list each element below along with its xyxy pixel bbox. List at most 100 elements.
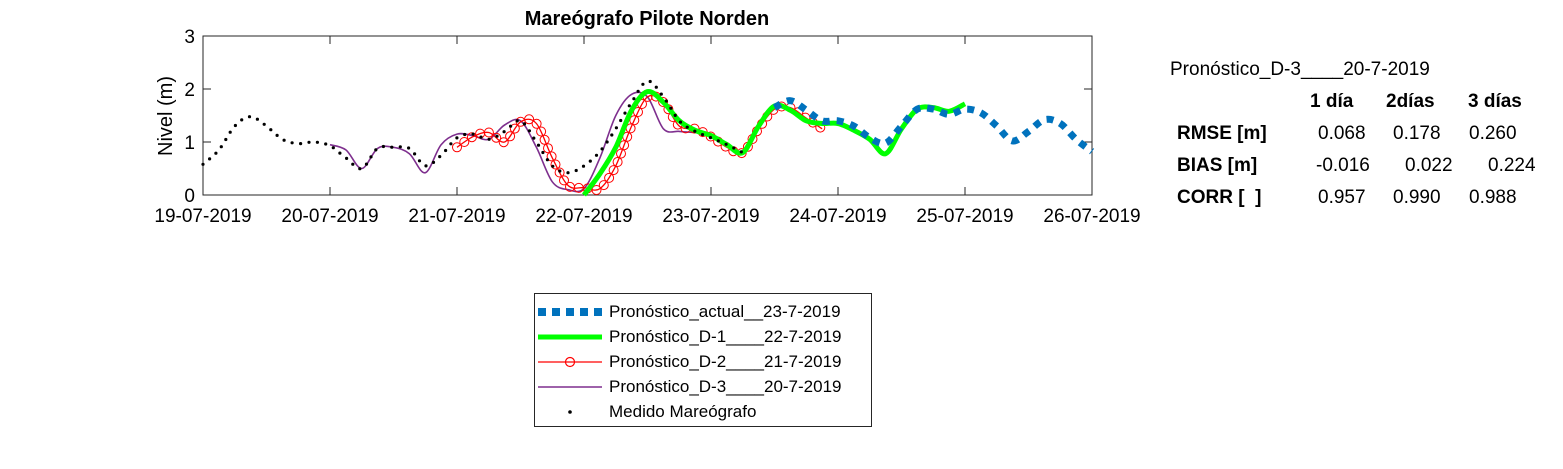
series-point-pronostico-d2	[591, 185, 602, 195]
series-point-medido	[739, 150, 743, 154]
series-point-medido	[228, 130, 232, 134]
series-point-medido	[636, 89, 640, 93]
series-point-medido	[495, 134, 499, 138]
series-point-pronostico-d2	[604, 172, 615, 183]
stats-value-corr-1: 0.957	[1318, 187, 1366, 208]
series-point-medido	[262, 122, 266, 126]
series-point-medido	[201, 162, 205, 166]
series-point-medido	[685, 125, 689, 129]
series-point-medido	[214, 151, 218, 155]
series-point-pronostico-d2	[633, 107, 643, 117]
series-point-pronostico-d2	[536, 126, 547, 137]
series-point-pronostico-d2	[543, 143, 553, 154]
series-point-medido	[345, 156, 349, 160]
x-tick-label: 21-07-2019	[408, 206, 505, 227]
series-point-medido	[678, 120, 683, 124]
legend-swatch-dotted-blue	[538, 308, 602, 316]
y-axis-label: Nivel (m)	[155, 76, 177, 156]
series-point-medido	[417, 159, 422, 163]
series-point-medido	[307, 140, 311, 144]
series-point-pronostico-d2	[546, 151, 557, 162]
x-tick-label: 24-07-2019	[789, 206, 886, 227]
series-point-medido	[509, 124, 513, 128]
series-point-medido	[275, 133, 279, 137]
series-point-medido	[381, 144, 385, 149]
series-point-medido	[648, 79, 652, 84]
legend-item-pronostico-d1: Pronóstico_D-1____22-7-2019	[535, 325, 871, 351]
series-point-medido	[455, 136, 459, 140]
series-point-pronostico-d2	[466, 132, 477, 143]
series-point-medido	[424, 164, 428, 168]
series-point-medido	[463, 132, 467, 137]
legend-label: Pronóstico_D-2____21-7-2019	[609, 352, 842, 371]
chart-title: Mareógrafo Pilote Norden	[525, 8, 769, 30]
series-point-medido	[208, 157, 212, 161]
series-point-medido	[581, 164, 586, 168]
series-point-medido	[407, 146, 411, 150]
series-point-medido	[610, 133, 614, 137]
series-point-medido	[588, 159, 592, 163]
series-point-pronostico-d2	[483, 127, 494, 138]
series-point-medido	[471, 132, 475, 136]
series-point-medido	[233, 123, 237, 128]
series-point-pronostico-d2	[629, 115, 640, 126]
stats-value-corr-3: 0.988	[1469, 187, 1517, 208]
series-point-medido	[331, 146, 335, 150]
series-point-medido	[255, 117, 259, 121]
legend-swatch-red-circle	[538, 356, 602, 368]
series-point-medido	[374, 148, 378, 152]
series-point-medido	[619, 118, 623, 123]
series-point-pronostico-d2	[459, 137, 470, 147]
series-point-medido	[438, 155, 442, 159]
series-point-pronostico-d2	[491, 132, 502, 143]
legend-label: Medido Mareógrafo	[609, 402, 757, 421]
series-point-pronostico-d2	[608, 165, 619, 176]
axes-box	[202, 35, 1093, 196]
series-line-pronostico-actual	[772, 97, 1095, 155]
series-point-pronostico-d2	[524, 114, 535, 125]
legend-swatch-black-dot	[568, 410, 572, 414]
series-point-medido	[324, 142, 328, 146]
series-point-medido	[444, 148, 448, 153]
legend-item-pronostico-d3: Pronóstico_D-3____20-7-2019	[535, 375, 871, 401]
stats-row-label-corr: CORR [ ]	[1177, 187, 1262, 208]
series-point-medido	[545, 158, 550, 162]
y-tick-label: 1	[184, 133, 195, 154]
series-point-pronostico-d2	[531, 118, 542, 129]
legend-label: Pronóstico_D-3____20-7-2019	[609, 377, 842, 396]
series-point-pronostico-d2	[550, 159, 561, 170]
series-point-medido	[390, 145, 394, 149]
series-point-medido	[700, 133, 705, 137]
series-point-medido	[623, 111, 627, 115]
series-point-medido	[627, 104, 631, 108]
series-point-medido	[364, 162, 369, 166]
series-point-medido	[693, 129, 697, 133]
stats-value-corr-2: 0.990	[1393, 187, 1441, 208]
series-point-medido	[449, 142, 453, 146]
stats-col-header-2: 2días	[1386, 91, 1435, 112]
series-point-medido	[708, 136, 713, 140]
stats-row-label-rmse: RMSE [m]	[1177, 123, 1267, 144]
series-point-medido	[551, 164, 555, 168]
series-point-medido	[558, 169, 562, 173]
stats-col-header-3: 3 días	[1468, 91, 1522, 112]
series-point-medido	[247, 115, 252, 119]
legend-item-medido: Medido Mareógrafo	[535, 400, 871, 426]
x-tick-label: 26-07-2019	[1043, 206, 1140, 227]
series-point-medido	[219, 145, 223, 149]
y-tick-label: 3	[184, 27, 195, 48]
stats-value-rmse-2: 0.178	[1393, 123, 1441, 144]
legend-item-pronostico-d2: Pronóstico_D-2____21-7-2019	[535, 350, 871, 376]
series-point-medido	[600, 147, 604, 151]
stats-value-rmse-3: 0.260	[1469, 123, 1517, 144]
series-point-medido	[724, 142, 728, 146]
series-point-medido	[413, 152, 417, 156]
legend-item-pronostico-actual: Pronóstico_actual__23-7-2019	[535, 300, 871, 326]
series-point-pronostico-d2	[509, 123, 520, 134]
series-point-medido	[358, 167, 362, 171]
stats-value-bias-3: 0.224	[1488, 155, 1536, 176]
series-point-medido	[269, 128, 273, 132]
series-point-medido	[338, 151, 342, 155]
series-point-medido	[369, 155, 373, 159]
series-point-medido	[532, 136, 536, 140]
